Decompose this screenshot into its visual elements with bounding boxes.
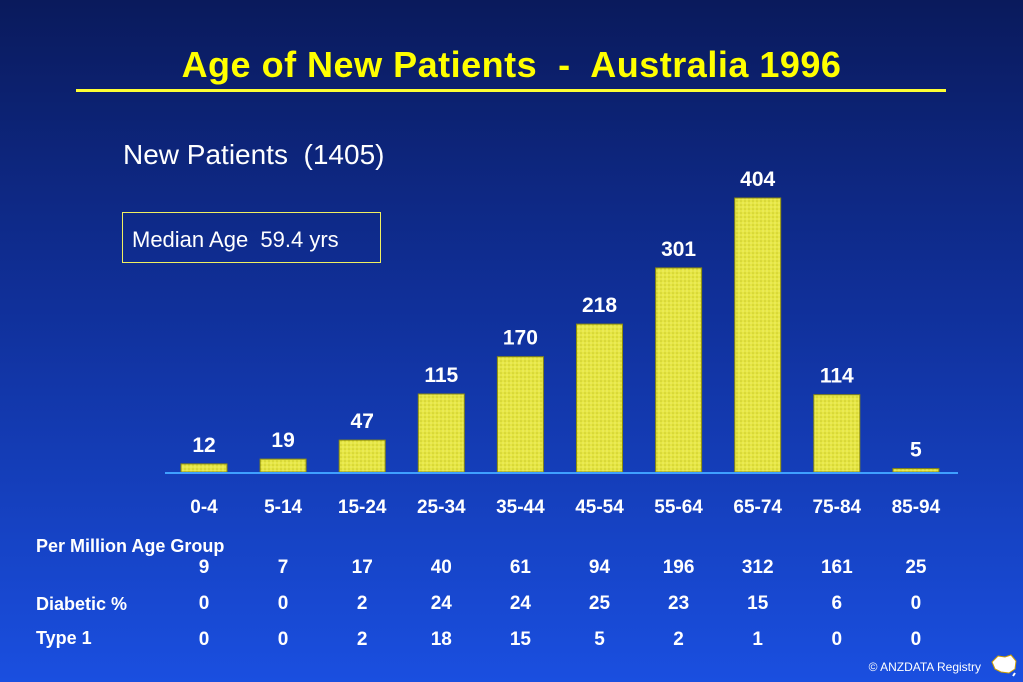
category-label-45-54: 45-54	[575, 497, 624, 518]
median-age-box: Median Age 59.4 yrs	[122, 212, 381, 263]
category-label-5-14: 5-14	[264, 497, 302, 518]
category-label-75-84: 75-84	[812, 497, 861, 518]
bar-25-34	[417, 393, 465, 473]
slide-title: Age of New Patients - Australia 1996	[181, 44, 842, 85]
cell-diabetic-75-84: 6	[832, 593, 843, 614]
cell-diabetic-85-94: 0	[911, 593, 922, 614]
bar-0-4	[180, 463, 228, 473]
cell-diabetic-45-54: 25	[589, 593, 611, 614]
cell-diabetic-55-64: 23	[668, 593, 689, 614]
value-label-55-64: 301	[661, 238, 696, 261]
bar-85-94	[892, 468, 940, 473]
cell-type1-35-44: 15	[510, 629, 532, 650]
title-underline	[76, 89, 946, 92]
cell-per-million-25-34: 40	[431, 557, 452, 578]
bar-75-84	[813, 394, 861, 473]
value-label-35-44: 170	[503, 327, 538, 350]
category-label-25-34: 25-34	[417, 497, 466, 518]
category-label-85-94: 85-94	[892, 497, 941, 518]
cell-type1-85-94: 0	[911, 629, 922, 650]
value-label-25-34: 115	[424, 364, 458, 387]
row-label-per-million: Per Million Age Group	[36, 536, 225, 556]
cell-diabetic-25-34: 24	[431, 593, 453, 614]
copyright-footer: © ANZDATA Registry	[868, 660, 981, 674]
value-label-0-4: 12	[192, 434, 215, 457]
cell-per-million-85-94: 25	[905, 557, 927, 578]
cell-type1-75-84: 0	[832, 629, 843, 650]
cell-diabetic-0-4: 0	[199, 593, 210, 614]
cell-type1-65-74: 1	[752, 629, 763, 650]
bar-45-54	[576, 323, 623, 473]
value-label-15-24: 47	[351, 410, 374, 433]
value-label-85-94: 5	[910, 439, 922, 462]
cell-per-million-5-14: 7	[278, 557, 289, 578]
cell-diabetic-15-24: 2	[357, 593, 368, 614]
category-label-0-4: 0-4	[190, 497, 218, 518]
bar-15-24	[338, 439, 386, 473]
value-labels-layer: 12 19 47 115 170 218 301 404 114 5	[192, 168, 922, 462]
bar-55-64	[655, 267, 703, 473]
bar-5-14	[259, 458, 307, 473]
category-labels-layer: 0-4 5-14 15-24 25-34 35-44 45-54 55-64 65-74 75-…	[190, 497, 940, 518]
cell-diabetic-65-74: 15	[747, 593, 769, 614]
cell-per-million-65-74: 312	[742, 557, 774, 578]
cell-per-million-35-44: 61	[510, 557, 532, 578]
row-label-type1: Type 1	[36, 628, 92, 648]
cell-diabetic-5-14: 0	[278, 593, 289, 614]
anzdata-logo-icon	[991, 654, 1017, 677]
chart-subtitle: New Patients (1405)	[123, 139, 385, 170]
cell-type1-45-54: 5	[594, 629, 605, 650]
category-label-55-64: 55-64	[654, 497, 703, 518]
category-label-35-44: 35-44	[496, 497, 545, 518]
data-table: 9 7 17 40 61 94 196 312 161 250 0 2 24 24 25 23 15 6 00 0 2 1…	[199, 557, 927, 650]
value-label-45-54: 218	[582, 294, 617, 317]
cell-per-million-55-64: 196	[663, 557, 695, 578]
cell-per-million-75-84: 161	[821, 557, 853, 578]
cell-type1-5-14: 0	[278, 629, 289, 650]
median-age-label: Median Age 59.4 yrs	[132, 227, 339, 252]
bar-35-44	[496, 356, 544, 473]
bars-layer	[180, 197, 940, 473]
value-label-75-84: 114	[820, 365, 854, 388]
cell-per-million-0-4: 9	[199, 557, 210, 578]
value-label-5-14: 19	[271, 429, 294, 452]
cell-type1-0-4: 0	[199, 629, 210, 650]
cell-type1-15-24: 2	[357, 629, 368, 650]
cell-per-million-45-54: 94	[589, 557, 611, 578]
cell-type1-25-34: 18	[431, 629, 452, 650]
cell-per-million-15-24: 17	[352, 557, 373, 578]
cell-type1-55-64: 2	[673, 629, 684, 650]
cell-diabetic-35-44: 24	[510, 593, 532, 614]
category-label-15-24: 15-24	[338, 497, 387, 518]
bar-65-74	[734, 197, 782, 473]
category-label-65-74: 65-74	[733, 497, 782, 518]
row-label-diabetic: Diabetic %	[36, 594, 128, 614]
value-label-65-74: 404	[740, 168, 775, 191]
